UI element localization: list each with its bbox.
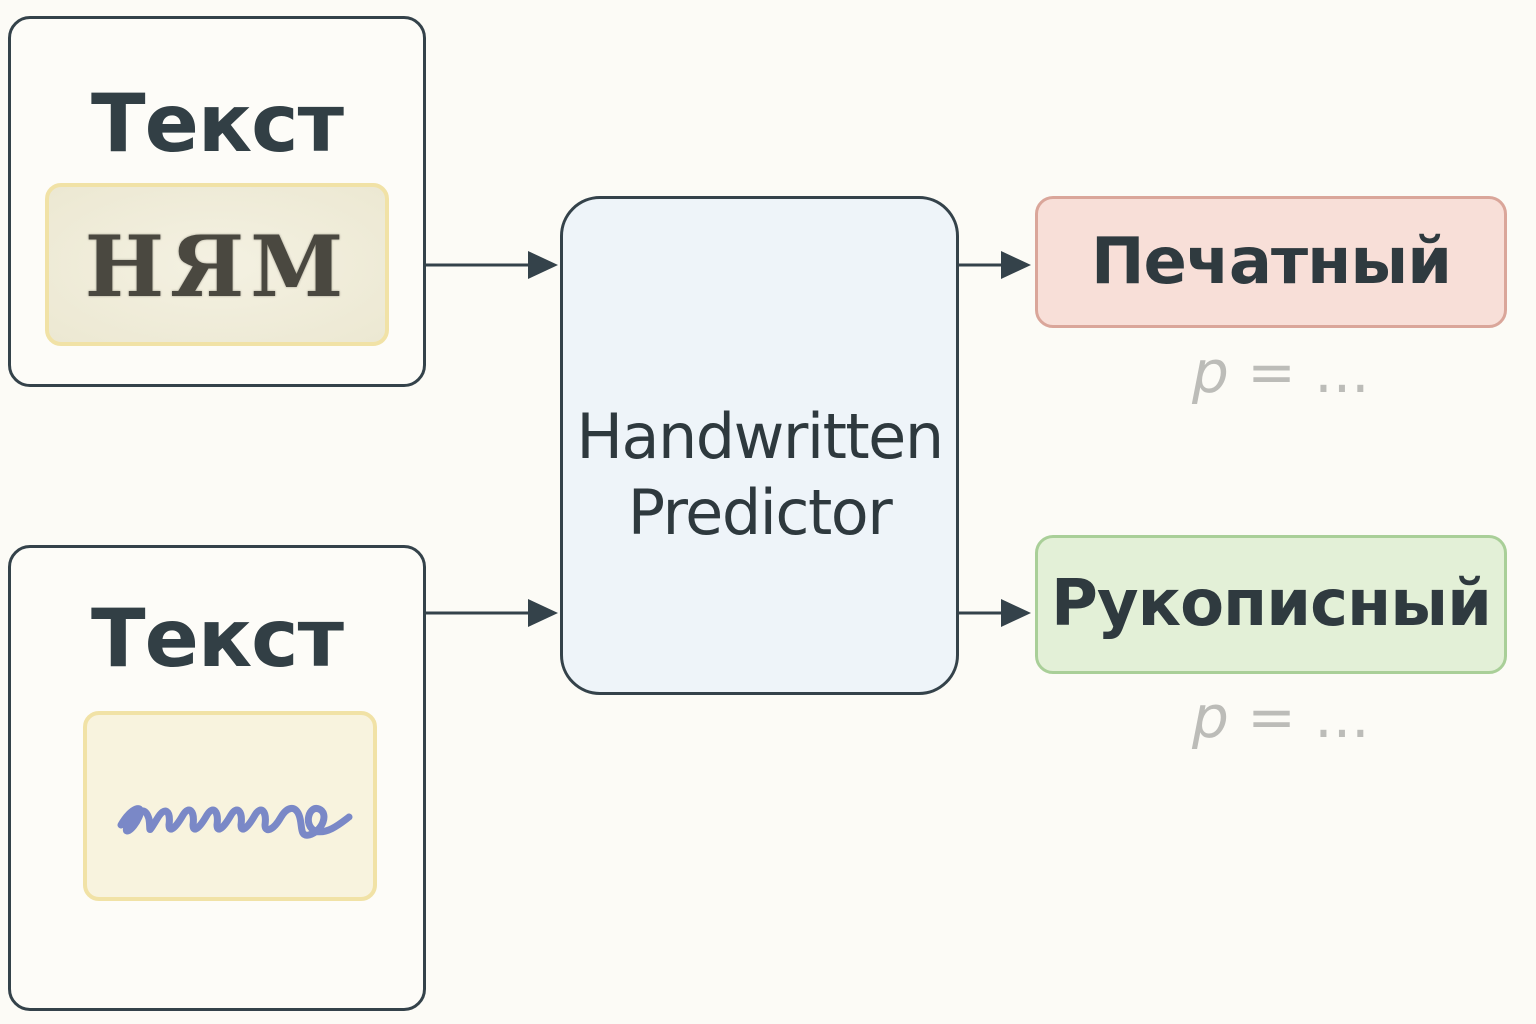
predictor-label-line2: Predictor (627, 476, 893, 549)
input-title: Текст (91, 592, 344, 685)
arrowhead-icon (1001, 599, 1031, 627)
probability-handwritten: p = ... (1192, 683, 1370, 751)
input-card-handwritten: Текст (8, 545, 426, 1011)
input-title: Текст (91, 77, 344, 170)
prob-value: = ... (1228, 338, 1370, 406)
output-printed: Печатный (1035, 196, 1507, 328)
arrowhead-icon (528, 599, 558, 627)
printed-text-sample: НЯМ (45, 183, 389, 346)
prob-symbol: p (1192, 683, 1229, 751)
prob-symbol: p (1192, 338, 1229, 406)
handwritten-predictor-block: Handwritten Predictor (560, 196, 959, 695)
arrowhead-icon (528, 251, 558, 279)
handwriting-scribble-icon (117, 805, 353, 839)
input-card-printed: Текст НЯМ (8, 16, 426, 387)
handwritten-text-sample (83, 711, 377, 901)
prob-value: = ... (1228, 683, 1370, 751)
arrowhead-icon (1001, 251, 1031, 279)
predictor-label: Handwritten Predictor (563, 399, 956, 551)
predictor-label-line1: Handwritten (576, 400, 944, 473)
printed-sample-word: НЯМ (84, 217, 350, 316)
output-handwritten: Рукописный (1035, 535, 1507, 674)
probability-printed: p = ... (1192, 338, 1370, 406)
